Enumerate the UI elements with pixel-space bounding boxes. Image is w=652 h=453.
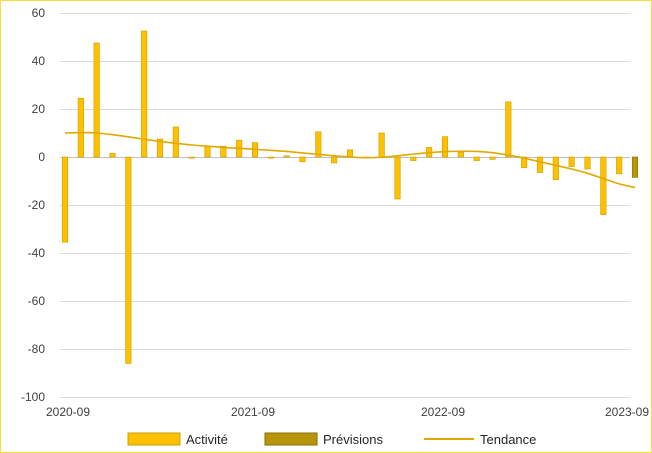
bar-activite-2020-10 xyxy=(77,97,84,158)
x-tick-label: 2020-09 xyxy=(46,405,90,419)
legend-swatch-activite xyxy=(127,432,181,446)
bar-activite-2022-03 xyxy=(346,149,354,158)
bar-activite-2023-04 xyxy=(552,156,559,181)
bar-activite-2021-07 xyxy=(220,145,227,158)
bars xyxy=(61,30,639,364)
gridlines xyxy=(60,13,630,398)
y-tick-label: 60 xyxy=(32,6,46,20)
bar-previsions-2023-09 xyxy=(631,156,639,178)
y-tick-label: -100 xyxy=(21,390,45,404)
bar-activite-2020-09 xyxy=(61,156,69,243)
bar-activite-2022-02 xyxy=(331,156,338,164)
y-tick-label: -40 xyxy=(28,246,46,260)
bar-activite-2021-05 xyxy=(188,156,195,159)
y-tick-label: -20 xyxy=(28,198,46,212)
bar-activite-2023-08 xyxy=(616,156,623,175)
legend: Activité Prévisions Tendance xyxy=(127,432,536,447)
bar-activite-2023-01 xyxy=(505,101,512,158)
legend-swatch-previsions xyxy=(264,432,318,446)
bar-activite-2021-01 xyxy=(125,156,132,364)
bar-activite-2021-11 xyxy=(283,155,290,158)
bar-activite-2023-06 xyxy=(584,156,591,170)
legend-item-tendance: Tendance xyxy=(424,432,536,447)
bar-activite-2021-03 xyxy=(156,138,164,158)
bar-activite-2021-10 xyxy=(267,156,274,159)
y-tick-label: -60 xyxy=(28,294,46,308)
y-tick-label: 40 xyxy=(32,54,46,68)
x-axis-ticks: 2020-09 2021-09 2022-09 2023-09 xyxy=(46,405,649,419)
y-tick-label: 0 xyxy=(38,150,45,164)
bar-activite-2022-01 xyxy=(315,131,322,158)
legend-label-tendance: Tendance xyxy=(480,432,536,447)
y-tick-label: -80 xyxy=(28,342,46,356)
bar-activite-2022-11 xyxy=(473,156,480,161)
bar-activite-2022-09 xyxy=(441,136,449,158)
bar-activite-2023-03 xyxy=(536,156,544,173)
bar-activite-2022-05 xyxy=(378,132,385,158)
legend-item-previsions: Prévisions xyxy=(264,432,383,447)
legend-label-previsions: Prévisions xyxy=(323,432,383,447)
y-axis-ticks: 60 40 20 0 -20 -40 -60 -80 -100 xyxy=(21,6,45,404)
bar-activite-2021-04 xyxy=(172,126,179,158)
bar-activite-2022-10 xyxy=(457,151,464,158)
bar-activite-2021-06 xyxy=(204,145,211,158)
bar-activite-2023-05 xyxy=(568,156,575,167)
bar-activite-2022-06 xyxy=(394,156,401,200)
x-tick-label: 2022-09 xyxy=(421,405,465,419)
legend-label-activite: Activité xyxy=(186,432,228,447)
y-tick-label: 20 xyxy=(32,102,46,116)
bar-activite-2020-11 xyxy=(93,42,100,158)
bar-activite-2023-07 xyxy=(600,156,607,215)
bar-activite-2020-12 xyxy=(109,153,116,158)
trend-line xyxy=(64,131,636,189)
x-tick-label: 2023-09 xyxy=(605,405,649,419)
bar-activite-2021-02 xyxy=(141,30,148,158)
bar-activite-2023-02 xyxy=(521,156,528,169)
x-tick-label: 2021-09 xyxy=(231,405,275,419)
bar-activite-2022-12 xyxy=(489,156,496,160)
bar-activite-2022-07 xyxy=(410,156,417,161)
bar-activite-2021-12 xyxy=(299,156,306,163)
legend-item-activite: Activité xyxy=(127,432,228,447)
